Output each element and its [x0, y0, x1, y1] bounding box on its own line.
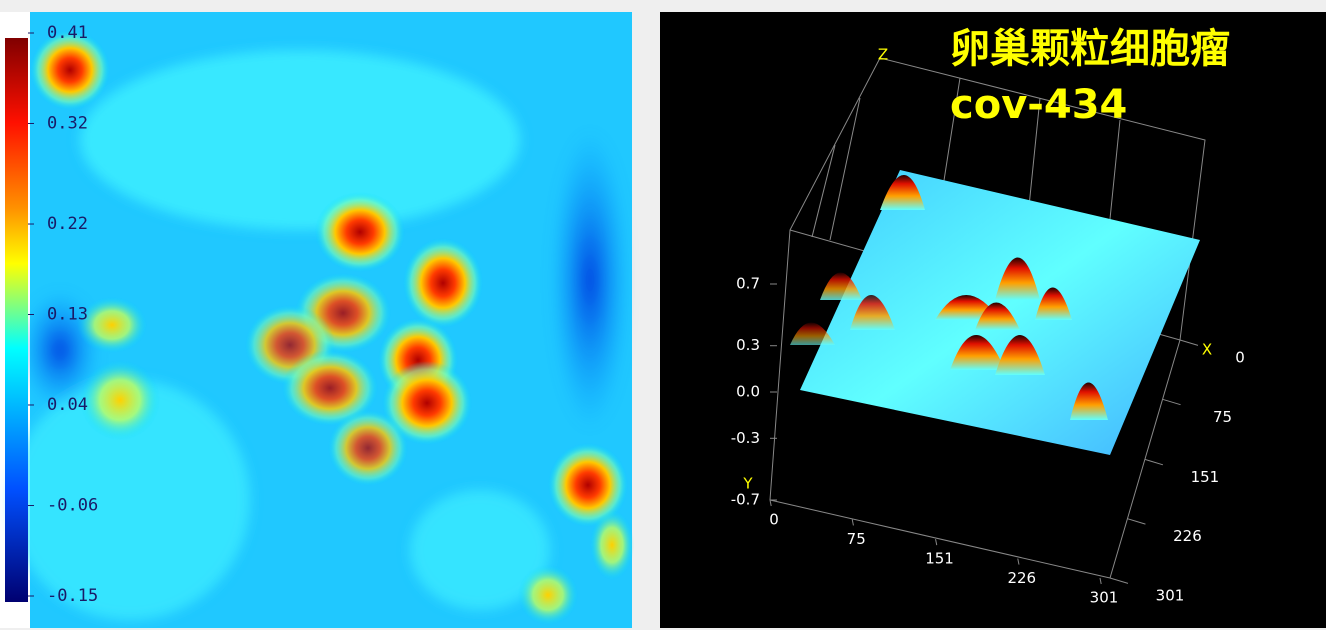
- surface-plot: 卵巢颗粒细胞瘤 cov-434 Z X Y 0.70.30.0-0.3-0.70…: [660, 12, 1326, 628]
- y_axis-tick: [851, 519, 854, 526]
- colorbar-tick-label: 0.13: [47, 305, 88, 325]
- y_axis-tick: [1017, 558, 1020, 565]
- colorbar-tick-label: 0.22: [47, 214, 88, 234]
- x_axis-tick-label: 151: [1191, 468, 1220, 486]
- colorbar-tick-label: -0.15: [47, 586, 98, 606]
- x_axis-tick-label: 0: [1235, 349, 1245, 367]
- z-axis-label: Z: [878, 46, 888, 64]
- subtitle: cov-434: [950, 82, 1127, 128]
- surface-peaks: [790, 175, 1108, 420]
- z-tick-label: 0.3: [736, 336, 760, 354]
- heatmap-field: [10, 50, 630, 620]
- y_axis-tick-label: 0: [769, 511, 779, 529]
- colorbar-tick-label: 0.41: [47, 23, 88, 43]
- box-wire: [769, 57, 1206, 579]
- z-tick-label: -0.7: [731, 491, 760, 509]
- x_axis-tick: [1144, 458, 1164, 466]
- colorbar-tick-label: 0.32: [47, 113, 88, 133]
- y_axis-tick-label: 226: [1007, 569, 1036, 587]
- title: 卵巢颗粒细胞瘤: [950, 26, 1230, 72]
- colorbar: [5, 38, 28, 602]
- z-tick-label: 0.7: [736, 275, 760, 293]
- x_axis-tick: [1162, 398, 1181, 406]
- colorbar-tick-label: -0.06: [47, 496, 98, 516]
- x_axis-tick-label: 301: [1156, 587, 1185, 605]
- x_axis-tick-label: 226: [1173, 527, 1202, 545]
- x_axis-tick: [1179, 339, 1199, 346]
- y_axis-tick: [935, 539, 938, 546]
- colorbar-tick-label: 0.04: [47, 395, 88, 415]
- colorbar-ticks: 0.41 0.32 0.22 0.13 0.04 -0.06 -0.15: [28, 23, 98, 606]
- y_axis-tick: [769, 499, 772, 507]
- axis-ticks: 0.7 0.3 0.0 -0.3 -0.7 0 75 151 226 301 0 75 151 226 30…: [731, 275, 1245, 607]
- y-axis-label: Y: [742, 475, 753, 493]
- x_axis-tick: [1127, 518, 1146, 525]
- z-tick-label: -0.3: [731, 429, 760, 447]
- y_axis-tick-label: 301: [1090, 589, 1119, 607]
- heatmap-blobs: [30, 30, 634, 625]
- heatmap: 0.41 0.32 0.22 0.13 0.04 -0.06 -0.15: [0, 12, 634, 628]
- x-axis-label: X: [1202, 341, 1212, 359]
- x_axis-tick: [1109, 577, 1129, 584]
- y_axis-tick-label: 151: [925, 550, 954, 568]
- x_axis-tick-label: 75: [1213, 408, 1232, 426]
- y_axis-tick-label: 75: [847, 530, 866, 548]
- y_axis-tick: [1099, 577, 1102, 585]
- z-tick-label: 0.0: [736, 383, 760, 401]
